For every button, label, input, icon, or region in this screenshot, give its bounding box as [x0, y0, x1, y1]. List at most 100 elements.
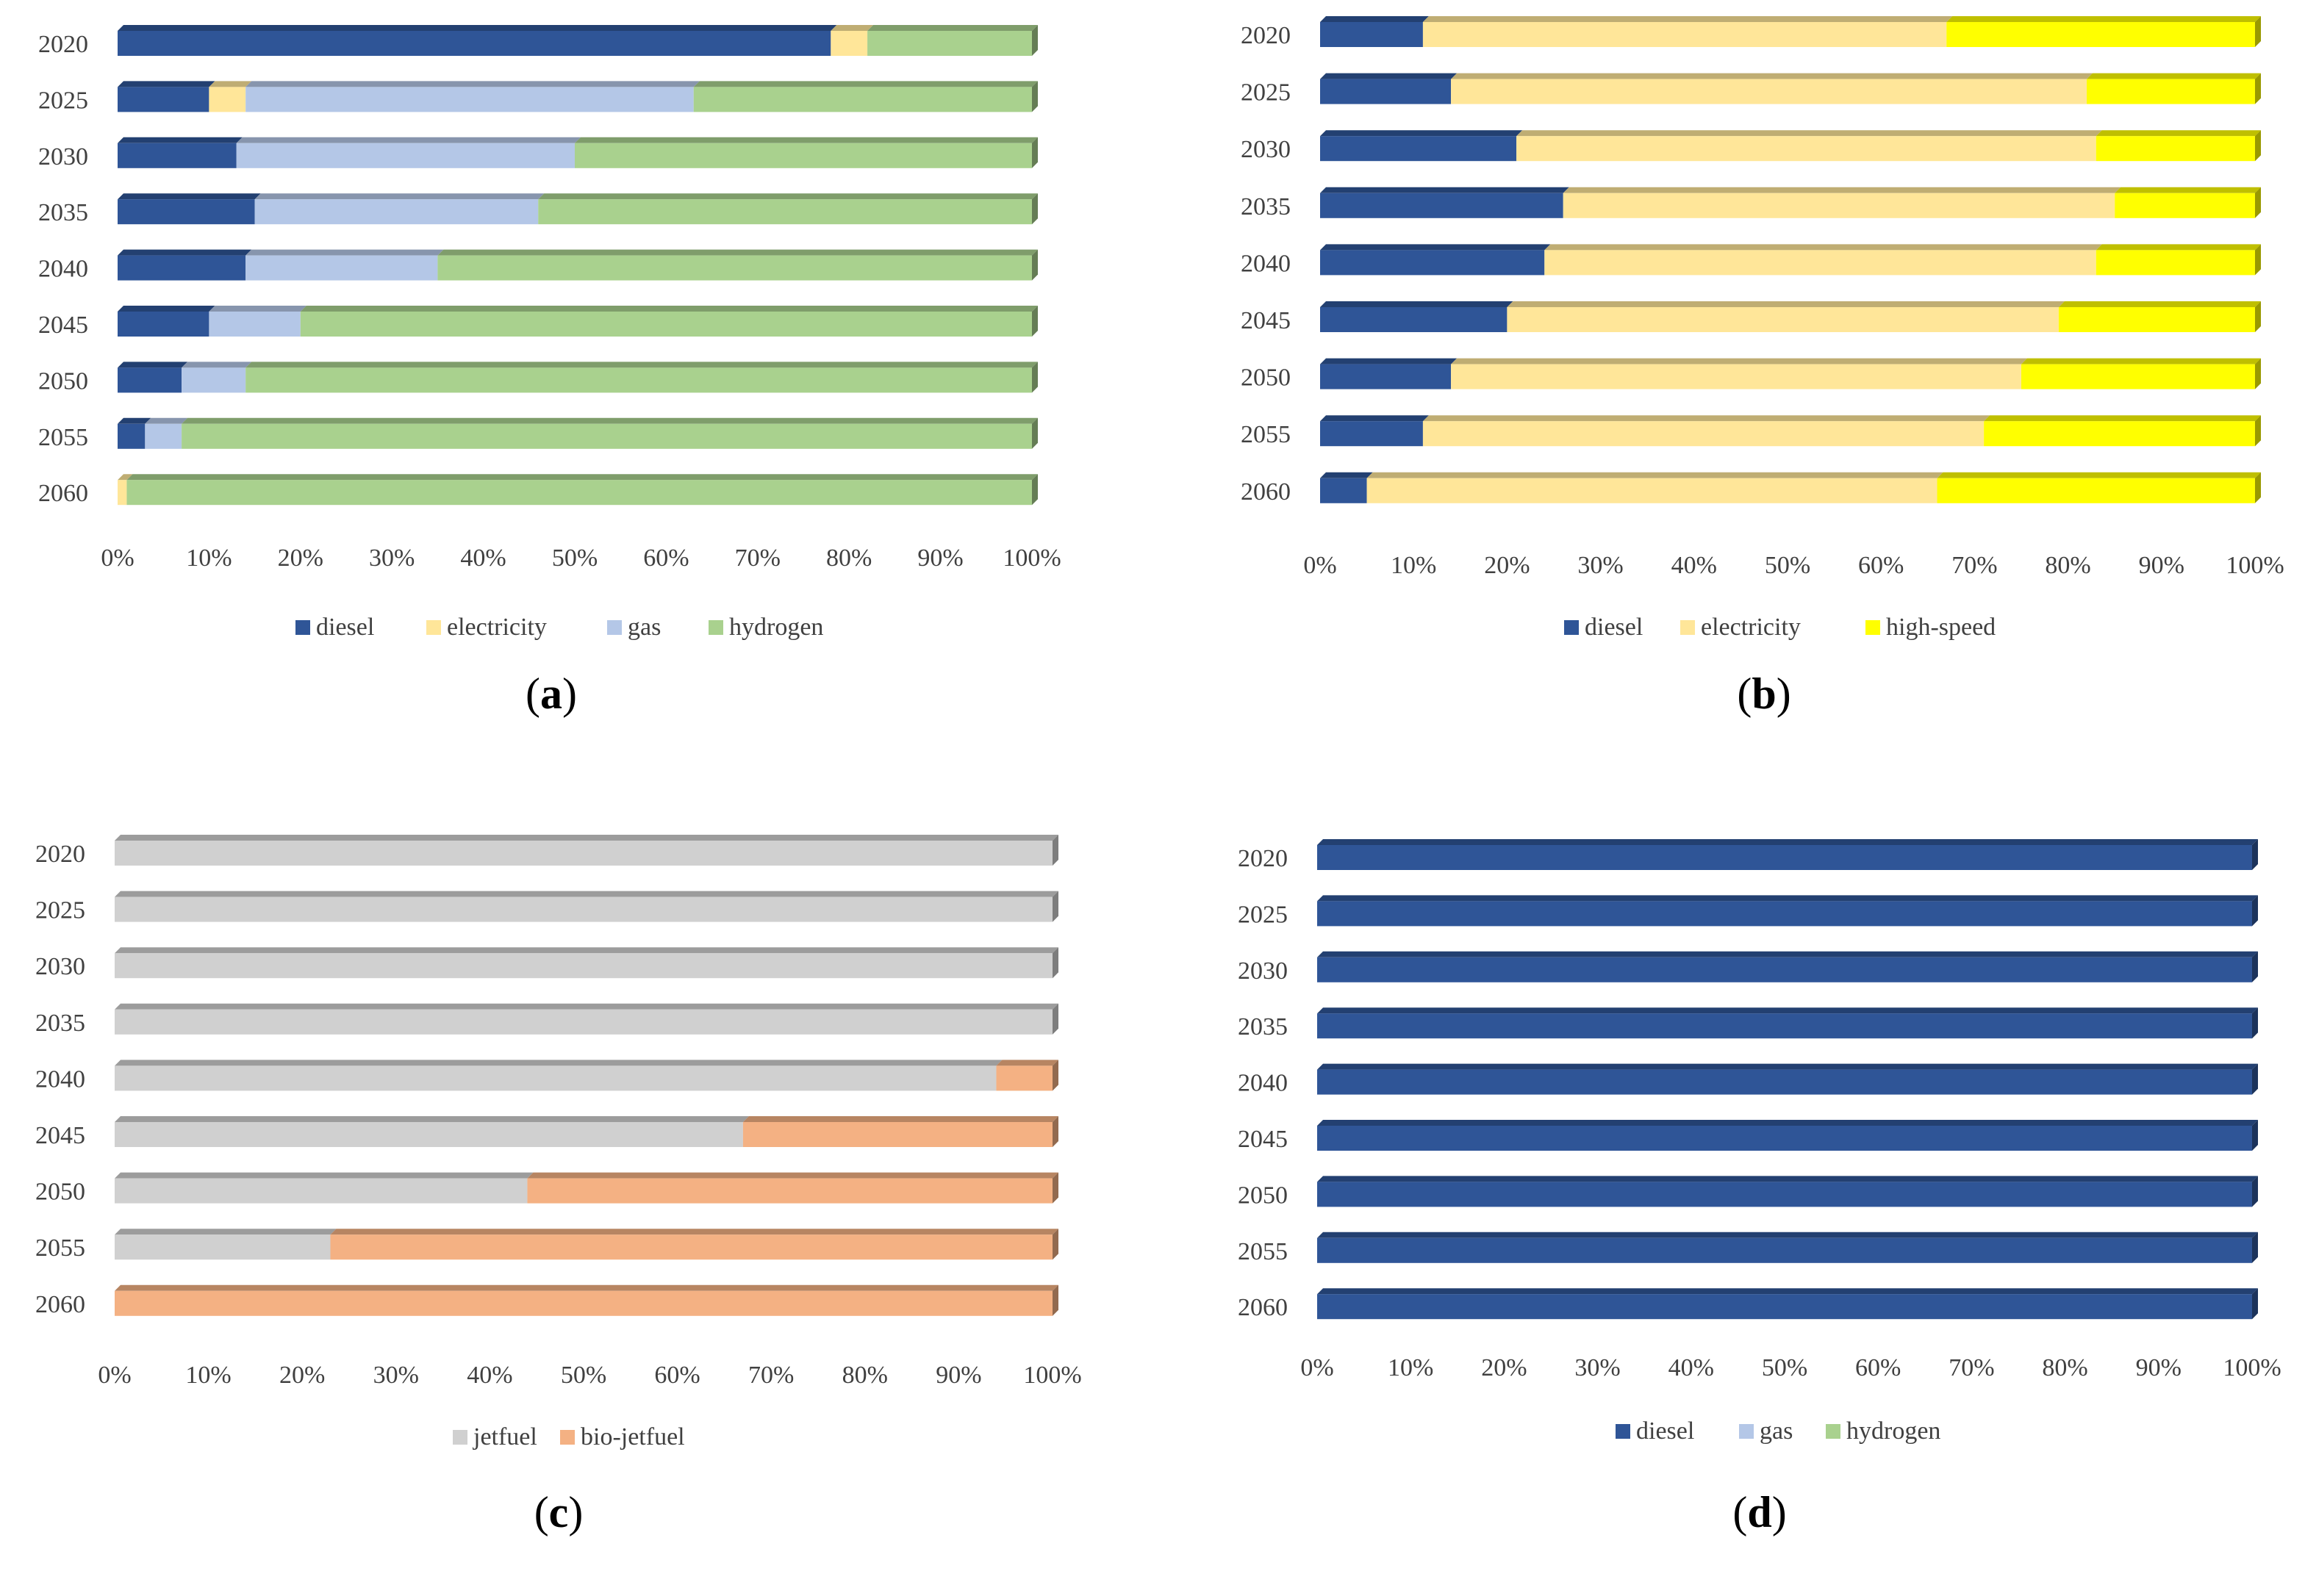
legend-swatch — [1739, 1424, 1754, 1439]
y-tick-label: 2045 — [35, 1122, 85, 1149]
bar-segment-diesel — [118, 249, 252, 281]
caption-b: (b) — [1737, 669, 1791, 718]
x-tick-label: 20% — [279, 1362, 325, 1389]
x-tick-label: 50% — [1762, 1354, 1807, 1381]
bar-segment-jetfuel — [115, 835, 1058, 866]
bar-segment-diesel — [1320, 73, 1458, 104]
bar-segment-high-speed — [2115, 187, 2261, 218]
legend-label: diesel — [1636, 1417, 1694, 1445]
bar-end-face — [1032, 362, 1038, 393]
legend-label: electricity — [447, 614, 547, 641]
x-tick-label: 70% — [1951, 552, 1997, 579]
bar-segment-diesel — [1320, 472, 1373, 503]
bar-segment-diesel — [1317, 1007, 2258, 1039]
bar-segment-diesel — [1320, 187, 1569, 218]
y-tick-label: 2030 — [1241, 136, 1291, 163]
y-tick-label: 2030 — [35, 953, 85, 980]
bar-segment-gas — [254, 193, 545, 225]
bar-segment-diesel — [1317, 895, 2258, 927]
bar-segment-electricity — [1507, 301, 2065, 332]
bar-segment-diesel — [1317, 1063, 2258, 1095]
bar-segment-jetfuel — [115, 1172, 534, 1204]
x-tick-label: 50% — [1765, 552, 1810, 579]
x-tick-label: 80% — [2045, 552, 2090, 579]
legend-swatch — [1564, 620, 1579, 635]
y-tick-label: 2040 — [38, 256, 88, 283]
chart-panel-d: 2020 2025 2030 2035 2040 2045 2050 2055 2060 0% 10… — [1152, 798, 2305, 1596]
bar-segment-gas — [236, 137, 581, 168]
legend-item-hydrogen: hydrogen — [1826, 1417, 1940, 1445]
y-tick-label: 2045 — [1238, 1126, 1288, 1153]
y-tick-label: 2055 — [1241, 421, 1291, 448]
y-tick-label: 2060 — [1238, 1294, 1288, 1321]
bar-end-face — [1032, 193, 1038, 225]
x-tick-label: 10% — [1388, 1354, 1433, 1381]
bar-segment-electricity — [1544, 244, 2102, 276]
x-tick-label: 40% — [1671, 552, 1717, 579]
bar-end-face — [2255, 358, 2261, 389]
bar-segment-diesel — [118, 362, 188, 393]
x-tick-label: 40% — [1668, 1354, 1714, 1381]
bar-end-face — [2255, 130, 2261, 162]
bar-segment-electricity — [1451, 358, 2027, 389]
bar-segment-hydrogen — [245, 362, 1038, 393]
legend-swatch — [1616, 1424, 1630, 1439]
bar-segment-diesel — [118, 417, 151, 449]
y-tick-label: 2050 — [38, 367, 88, 395]
x-tick-label: 40% — [467, 1362, 512, 1389]
x-tick-label: 60% — [654, 1362, 700, 1389]
bar-segment-hydrogen — [437, 249, 1038, 281]
legend-label: gas — [1760, 1417, 1793, 1445]
legend-item-gas: gas — [607, 614, 661, 641]
y-tick-label: 2055 — [38, 424, 88, 451]
bar-segment-hydrogen — [867, 25, 1038, 56]
caption-d: (d) — [1732, 1488, 1787, 1536]
legend-item-electricity: electricity — [1680, 614, 1801, 641]
x-tick-label: 90% — [936, 1362, 981, 1389]
legend-item-jetfuel: jetfuel — [453, 1423, 537, 1451]
bar-segment-diesel — [1320, 301, 1513, 332]
legend-label: gas — [628, 614, 661, 641]
bar-end-face — [2252, 1232, 2258, 1263]
bar-segment-jetfuel — [115, 1003, 1058, 1035]
bar-end-face — [1053, 1229, 1058, 1260]
bar-end-face — [1032, 81, 1038, 112]
bar-end-face — [1053, 891, 1058, 922]
bar-end-face — [1032, 249, 1038, 281]
legend-swatch — [560, 1430, 575, 1445]
x-tick-label: 80% — [2042, 1354, 2087, 1381]
x-tick-label: 30% — [373, 1362, 419, 1389]
bar-segment-diesel — [1317, 839, 2258, 870]
bar-segment-electricity — [1563, 187, 2121, 218]
bar-end-face — [1053, 1116, 1058, 1147]
x-tick-label: 10% — [185, 1362, 231, 1389]
bar-segment-diesel — [1320, 415, 1429, 447]
y-tick-label: 2020 — [1241, 22, 1291, 49]
x-tick-label: 0% — [1300, 1354, 1333, 1381]
legend-swatch — [607, 620, 622, 635]
bar-segment-jetfuel — [115, 947, 1058, 979]
bar-segment-bio-jetfuel — [115, 1284, 1058, 1316]
x-tick-label: 50% — [552, 544, 598, 572]
bar-segment-electricity — [1516, 130, 2102, 162]
bar-segment-jetfuel — [115, 1060, 1003, 1091]
bar-end-face — [1032, 474, 1038, 506]
bar-segment-jetfuel — [115, 1116, 749, 1147]
bar-segment-gas — [182, 362, 252, 393]
legend-label: hydrogen — [729, 614, 823, 641]
bar-segment-electricity — [831, 25, 874, 56]
bar-end-face — [1053, 835, 1058, 866]
bar-segment-diesel — [1317, 1176, 2258, 1207]
y-tick-label: 2060 — [38, 480, 88, 507]
legend-item-diesel: diesel — [1616, 1417, 1694, 1445]
x-tick-label: 50% — [561, 1362, 606, 1389]
bar-segment-hydrogen — [126, 474, 1039, 506]
y-tick-label: 2035 — [35, 1010, 85, 1037]
bar-segment-high-speed — [1937, 472, 2261, 503]
y-tick-label: 2050 — [1238, 1182, 1288, 1209]
legend-item-hydrogen: hydrogen — [709, 614, 823, 641]
bar-end-face — [1053, 1003, 1058, 1035]
caption-c: (c) — [534, 1488, 584, 1536]
bar-end-face — [1053, 1172, 1058, 1204]
